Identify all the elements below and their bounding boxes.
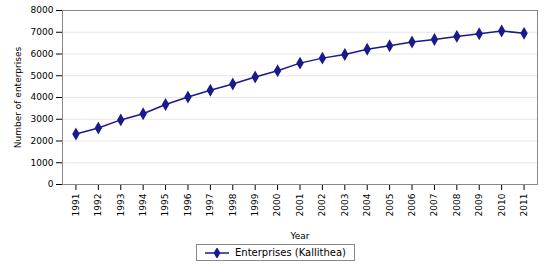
svg-text:1993: 1993 <box>116 194 126 217</box>
svg-text:2000: 2000 <box>272 193 282 216</box>
svg-text:2004: 2004 <box>362 193 372 216</box>
svg-text:1996: 1996 <box>183 193 193 216</box>
svg-text:2000: 2000 <box>31 136 54 146</box>
svg-text:2010: 2010 <box>497 193 507 216</box>
svg-text:8000: 8000 <box>31 5 54 15</box>
svg-text:3000: 3000 <box>31 114 54 124</box>
svg-text:0: 0 <box>48 179 54 189</box>
svg-text:1000: 1000 <box>31 158 54 168</box>
svg-text:6000: 6000 <box>31 49 54 59</box>
svg-text:2009: 2009 <box>474 193 484 216</box>
svg-text:2002: 2002 <box>317 194 327 217</box>
svg-text:1999: 1999 <box>250 193 260 216</box>
svg-text:1998: 1998 <box>228 193 238 216</box>
svg-text:2005: 2005 <box>385 194 395 217</box>
svg-text:2011: 2011 <box>519 194 529 217</box>
html-text:Enterprises (Kallithea): Enterprises (Kallithea) <box>235 247 346 258</box>
svg-text:2001: 2001 <box>295 194 305 217</box>
svg-text:2006: 2006 <box>407 193 417 216</box>
svg-text:1995: 1995 <box>160 194 170 217</box>
svg-text:1992: 1992 <box>93 194 103 217</box>
svg-text:4000: 4000 <box>31 92 54 102</box>
svg-text:5000: 5000 <box>31 71 54 81</box>
svg-text:Year: Year <box>289 231 309 241</box>
svg-text:7000: 7000 <box>31 27 54 37</box>
svg-text:2003: 2003 <box>340 194 350 217</box>
svg-text:1991: 1991 <box>71 194 81 217</box>
svg-text:1997: 1997 <box>205 194 215 217</box>
svg-text:2007: 2007 <box>429 194 439 217</box>
svg-text:Number of enterprises: Number of enterprises <box>13 46 23 148</box>
svg-text:1994: 1994 <box>138 193 148 216</box>
svg-text:2008: 2008 <box>452 193 462 216</box>
